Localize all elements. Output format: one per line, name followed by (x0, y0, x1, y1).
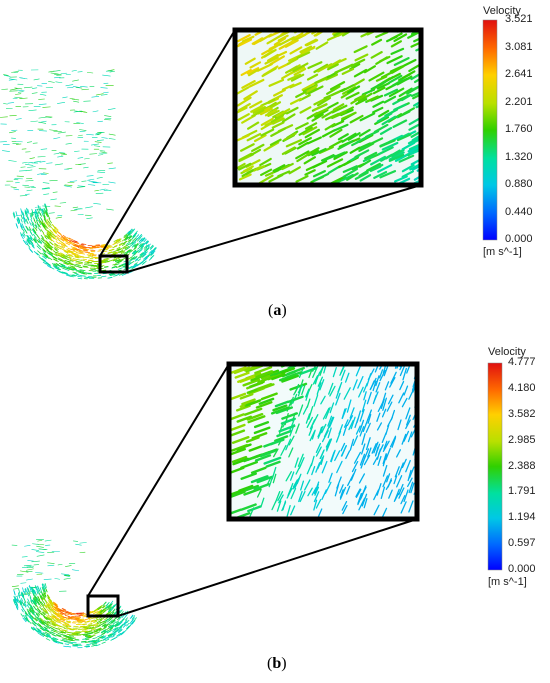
colorbar-tick-label: 3.081 (505, 40, 533, 53)
zoom-region-box (98, 254, 129, 274)
colorbar-tick-label: 2.985 (508, 433, 536, 446)
colorbar-tick-label: 4.180 (508, 381, 536, 394)
colorbar-tick-label: 0.597 (508, 537, 536, 550)
colorbar (482, 19, 498, 241)
zoom-region-box (86, 594, 120, 618)
panel-caption: (a) (268, 302, 287, 319)
colorbar-tick-label: 1.791 (508, 485, 536, 498)
panel-a: Velocity 3.521 3.081 2.641 2.201 1.760 1.320 0… (0, 0, 550, 330)
colorbar-title: Velocity (488, 346, 526, 358)
flow-vectors-b (11, 539, 137, 649)
zoom-connector-line (99, 29, 236, 257)
velocity-field-a (0, 19, 498, 280)
colorbar (487, 362, 503, 571)
colorbar-tick-label: 2.641 (505, 68, 533, 80)
panel-caption: (b) (267, 655, 287, 672)
colorbar-tick-label: 3.521 (505, 13, 533, 25)
colorbar-tick-label: 1.320 (505, 150, 533, 163)
colorbar-tick-label: 1.760 (505, 123, 533, 135)
velocity-field-b (11, 361, 503, 649)
colorbar-title: Velocity (483, 5, 521, 17)
flow-vectors-a (0, 69, 157, 280)
colorbar-tick-label: 1.194 (508, 511, 536, 524)
colorbar-tick-label: 0.000 (505, 233, 533, 245)
zoom-inset-frame (226, 361, 420, 522)
colorbar-tick-label: 2.201 (505, 95, 533, 108)
colorbar-tick-label: 4.777 (508, 356, 536, 368)
colorbar-tick-label: 0.440 (505, 205, 533, 218)
zoom-inset-vectors-b (229, 364, 417, 519)
colorbar-unit: [m s^-1] (488, 576, 527, 588)
zoom-inset-frame (232, 27, 424, 188)
zoom-connector-line (87, 363, 230, 597)
zoom-connector-line (126, 184, 422, 273)
colorbar-unit: [m s^-1] (483, 246, 522, 258)
panel-b: Velocity 4.777 4.180 3.582 2.985 2.388 1.791 1… (0, 338, 550, 683)
colorbar-tick-label: 3.582 (508, 407, 536, 420)
zoom-inset-vectors-a (235, 30, 421, 185)
colorbar-tick-label: 0.000 (508, 563, 536, 575)
colorbar-tick-label: 2.388 (508, 459, 536, 472)
colorbar-tick-label: 0.880 (505, 178, 533, 190)
zoom-connector-line (117, 518, 418, 617)
